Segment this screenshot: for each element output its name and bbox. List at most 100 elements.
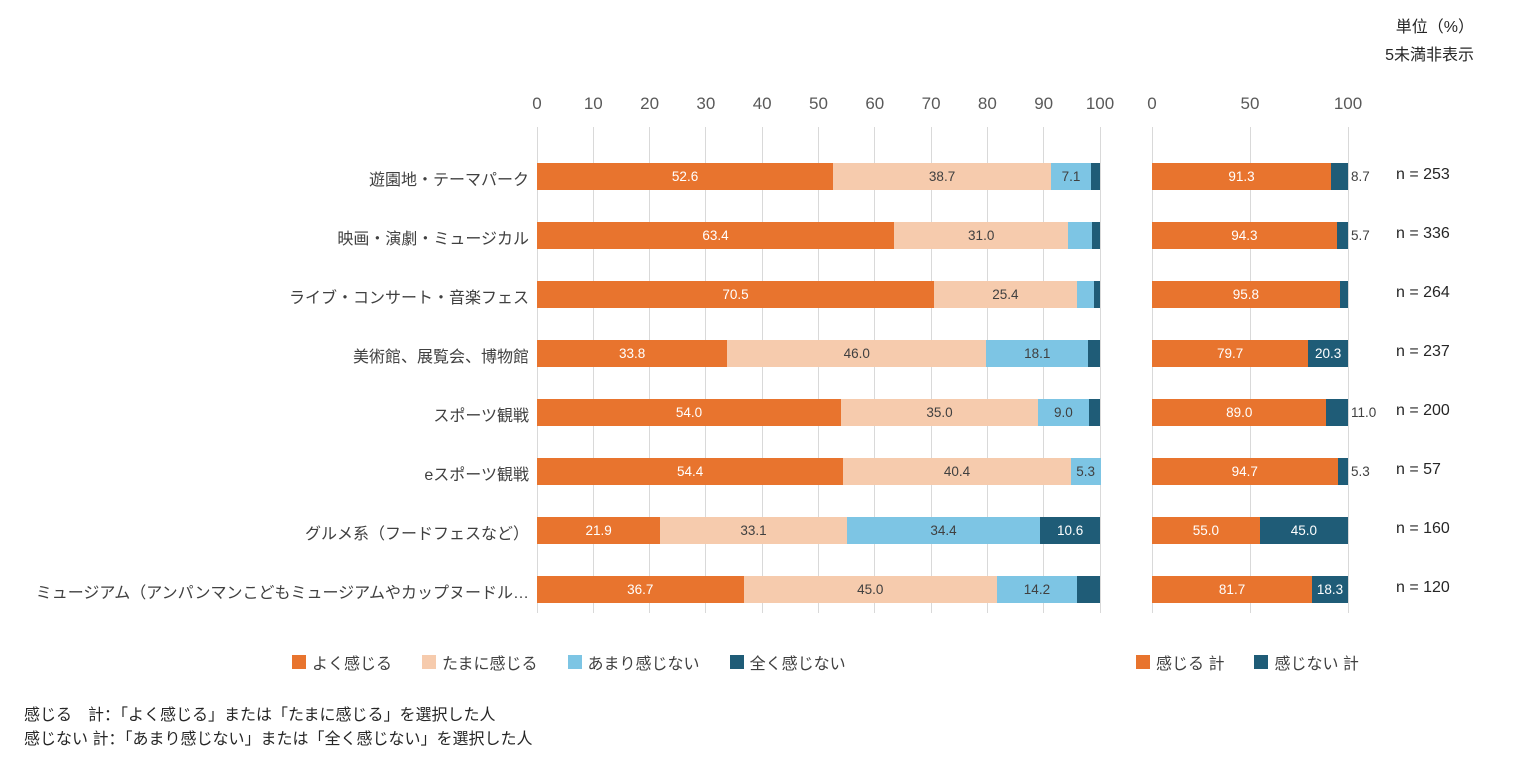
- bar-segment: [1337, 458, 1348, 485]
- value-label: 91.3: [1228, 169, 1255, 184]
- bar-segment: 34.4: [846, 517, 1041, 544]
- bar-segment: 5.3: [1070, 458, 1101, 485]
- bar-segment: 18.1: [986, 340, 1089, 367]
- value-label: 35.0: [926, 405, 953, 420]
- bar-segment: 35.0: [841, 399, 1039, 426]
- value-label: 33.1: [740, 523, 767, 538]
- footnote-line: 感じない 計：「あまり感じない」または「全く感じない」を選択した人: [24, 731, 533, 748]
- axis-gridline: [705, 127, 707, 613]
- bar-segment: 46.0: [727, 340, 987, 367]
- bar-segment: [1330, 163, 1348, 190]
- bar-segment: 9.0: [1038, 399, 1089, 426]
- axis-tick-label: 60: [865, 94, 885, 113]
- bar-segment: 20.3: [1308, 340, 1348, 367]
- axis-gridline: [1099, 127, 1101, 613]
- axis-gridline: [761, 127, 763, 613]
- value-label: 14.2: [1023, 582, 1051, 597]
- axis-gridline: [1249, 127, 1251, 613]
- axis-tick-label: 10: [583, 94, 603, 113]
- bar-segment: [1339, 281, 1348, 308]
- value-label: 5.3: [1351, 464, 1370, 479]
- bar-segment: 89.0: [1152, 399, 1327, 426]
- n-label: n = 200: [1396, 402, 1450, 419]
- bar-segment: [1076, 576, 1100, 603]
- bar-segment: 21.9: [537, 517, 661, 544]
- value-label: 31.0: [968, 228, 995, 243]
- legend-label: たまに感じる: [442, 656, 538, 673]
- axis-gridline: [818, 127, 819, 613]
- bar-segment: 95.8: [1152, 281, 1340, 308]
- bar-segment: 79.7: [1152, 340, 1309, 367]
- category-label: スポーツ観戦: [433, 408, 529, 425]
- value-label: 70.5: [722, 287, 749, 302]
- n-label: n = 237: [1396, 343, 1450, 360]
- bar-segment: [1326, 399, 1348, 426]
- value-label: 40.4: [943, 464, 971, 479]
- bar-segment: 94.7: [1152, 458, 1338, 485]
- axis-gridline: [1347, 127, 1349, 613]
- axis-tick-label: 20: [640, 94, 660, 113]
- axis-gridline: [536, 127, 538, 613]
- value-label: 54.0: [675, 405, 703, 420]
- legend-item: 感じない 計: [1254, 650, 1359, 674]
- bar-segment: 52.6: [537, 163, 834, 190]
- category-label: 遊園地・テーマパーク: [368, 172, 529, 189]
- value-label: 79.7: [1216, 346, 1244, 361]
- value-label: 10.6: [1057, 523, 1084, 538]
- value-label: 81.7: [1218, 582, 1246, 597]
- legend-label: 感じない 計: [1274, 656, 1359, 673]
- unit-note: 単位（%）: [1395, 19, 1474, 36]
- bar-segment: 54.4: [537, 458, 844, 485]
- bar-segment: 91.3: [1152, 163, 1331, 190]
- legend-label: 全く感じない: [749, 656, 846, 673]
- n-label: n = 253: [1396, 166, 1450, 183]
- axis-gridline: [930, 127, 932, 613]
- value-label: 5.7: [1351, 228, 1370, 243]
- legend-item: 感じる 計: [1136, 650, 1224, 674]
- bar-segment: 40.4: [843, 458, 1071, 485]
- legend-swatch: [1254, 655, 1269, 669]
- value-label: 11.0: [1351, 405, 1377, 420]
- value-label: 25.4: [992, 287, 1019, 302]
- axis-tick-label: 70: [921, 94, 941, 113]
- bar-segment: 33.1: [660, 517, 847, 544]
- legend-item: あまり感じない: [567, 650, 700, 674]
- bar-segment: 70.5: [537, 281, 934, 308]
- bar-segment: 18.3: [1312, 576, 1348, 603]
- axis-gridline: [986, 127, 988, 613]
- legend-item: 全く感じない: [729, 650, 846, 674]
- bar-segment: [1076, 281, 1094, 308]
- category-label: ライブ・コンサート・音楽フェス: [288, 290, 529, 307]
- legend-swatch: [292, 655, 306, 669]
- axis-gridline: [874, 127, 876, 613]
- legend-detail: よく感じる たまに感じる あまり感じない 全く感じない: [292, 650, 846, 674]
- legend-item: よく感じる: [292, 650, 392, 674]
- n-label: n = 264: [1396, 284, 1450, 301]
- bar-segment: 94.3: [1152, 222, 1337, 249]
- category-label: eスポーツ観戦: [424, 467, 529, 484]
- bar-segment: 10.6: [1040, 517, 1100, 544]
- legend-summary: 感じる 計 感じない 計: [1136, 650, 1359, 674]
- value-label: 95.8: [1232, 287, 1260, 302]
- axis-tick-label: 80: [977, 94, 997, 113]
- n-label: n = 336: [1396, 225, 1450, 242]
- legend-label: よく感じる: [312, 656, 393, 673]
- bar-segment: [1092, 222, 1100, 249]
- axis-tick-label: 50: [1240, 94, 1260, 113]
- value-label: 36.7: [627, 582, 654, 597]
- axis-tick-label: 50: [809, 94, 828, 113]
- axis-tick-label: 100: [1085, 94, 1115, 113]
- unit-notes: 単位（%） 5未満非表示: [1385, 14, 1474, 70]
- value-label: 34.4: [930, 523, 957, 538]
- n-label: n = 160: [1396, 520, 1450, 537]
- axis-gridline: [1043, 127, 1045, 613]
- axis-tick-label: 30: [696, 94, 716, 113]
- value-label: 20.3: [1314, 346, 1342, 361]
- value-label: 18.1: [1024, 346, 1051, 361]
- axis-tick-label: 0: [1147, 94, 1157, 113]
- bar-segment: 63.4: [537, 222, 894, 249]
- bar-segment: 36.7: [537, 576, 744, 603]
- legend-label: 感じる 計: [1156, 656, 1225, 673]
